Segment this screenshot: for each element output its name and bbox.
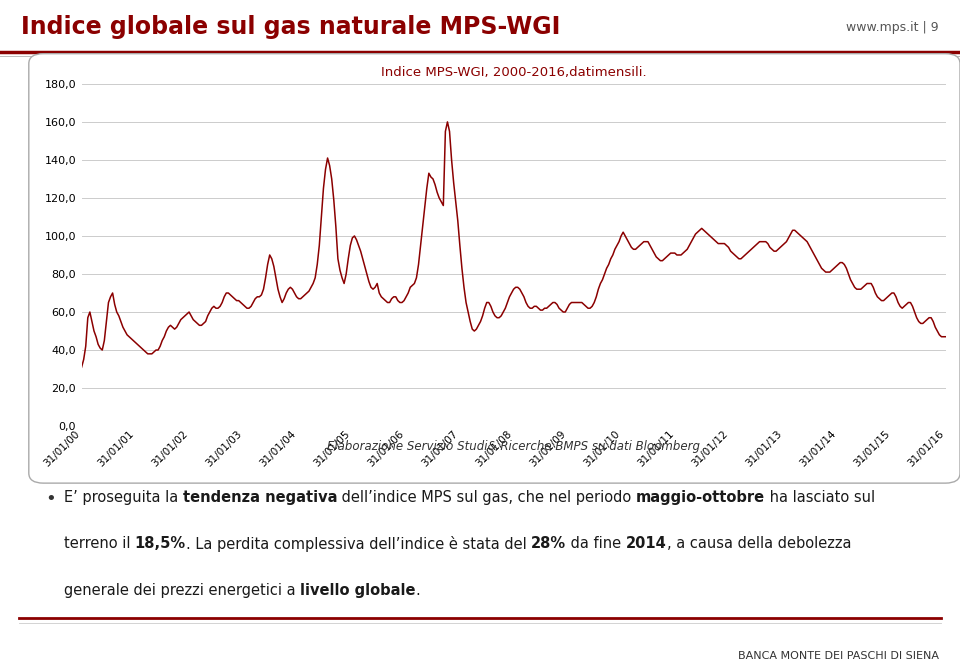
Title: Indice MPS-WGI, 2000-2016,datimensili.: Indice MPS-WGI, 2000-2016,datimensili. [381, 66, 646, 79]
Text: terreno il: terreno il [63, 536, 134, 551]
Text: 2014: 2014 [626, 536, 667, 551]
Text: , a causa della debolezza: , a causa della debolezza [667, 536, 852, 551]
Text: E’ proseguita la: E’ proseguita la [63, 491, 182, 505]
Text: da fine: da fine [566, 536, 626, 551]
Text: Elaborazione Servizio Studi& Ricerche BMPS su dati Bloomberg: Elaborazione Servizio Studi& Ricerche BM… [327, 440, 700, 452]
Text: 28%: 28% [531, 536, 566, 551]
Text: dell’indice MPS sul gas, che nel periodo: dell’indice MPS sul gas, che nel periodo [337, 491, 636, 505]
Text: 18,5%: 18,5% [134, 536, 186, 551]
Text: www.mps.it | 9: www.mps.it | 9 [847, 21, 939, 34]
Text: maggio-ottobre: maggio-ottobre [636, 491, 765, 505]
Text: ha lasciato sul: ha lasciato sul [765, 491, 876, 505]
Text: generale dei prezzi energetici a: generale dei prezzi energetici a [63, 583, 300, 599]
Text: . La perdita complessiva dell’indice è stata del: . La perdita complessiva dell’indice è s… [186, 536, 531, 552]
Text: •: • [46, 491, 57, 508]
Text: tendenza negativa: tendenza negativa [182, 491, 337, 505]
Text: Indice globale sul gas naturale MPS-WGI: Indice globale sul gas naturale MPS-WGI [21, 15, 561, 40]
Text: .: . [416, 583, 420, 599]
Text: BANCA MONTE DEI PASCHI DI SIENA: BANCA MONTE DEI PASCHI DI SIENA [738, 651, 939, 661]
Text: livello globale: livello globale [300, 583, 416, 599]
